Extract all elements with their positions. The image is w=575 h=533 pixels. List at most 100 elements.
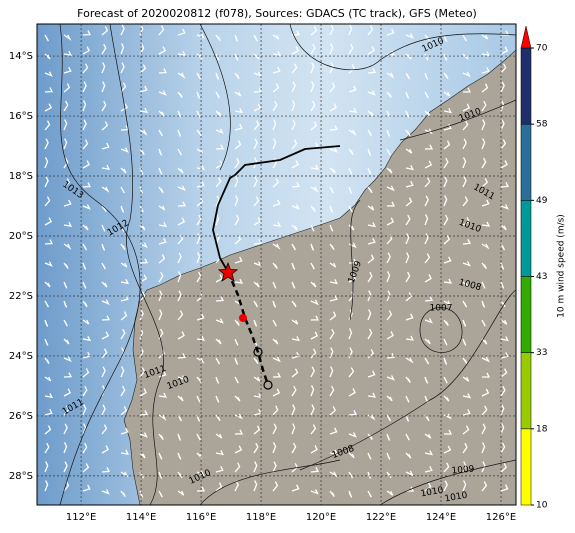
wind-barb bbox=[443, 108, 453, 114]
wind-barb bbox=[405, 233, 410, 245]
wind-barb bbox=[177, 167, 184, 174]
wind-barb bbox=[253, 461, 258, 473]
wind-barb bbox=[405, 292, 413, 302]
wind-barb bbox=[44, 392, 54, 399]
wind-barb bbox=[424, 177, 431, 188]
wind-barb bbox=[386, 201, 396, 207]
wind-barb bbox=[272, 372, 282, 378]
wind-barb bbox=[291, 63, 298, 74]
wind-barb bbox=[158, 328, 164, 340]
wind-barb bbox=[101, 43, 107, 55]
wind-barb bbox=[291, 160, 299, 169]
wind-barb bbox=[386, 395, 393, 402]
wind-barb bbox=[367, 25, 374, 36]
wind-barb bbox=[500, 182, 509, 188]
wind-barb bbox=[500, 204, 509, 210]
wind-barb bbox=[367, 290, 372, 302]
wind-barb bbox=[310, 385, 315, 397]
wind-barb bbox=[291, 139, 298, 150]
wind-barb bbox=[424, 395, 429, 403]
wind-barb bbox=[177, 395, 184, 402]
wind-barb bbox=[443, 278, 453, 284]
wind-barb bbox=[291, 81, 296, 93]
wind-barb bbox=[120, 366, 125, 378]
wind-barb bbox=[63, 100, 69, 112]
wind-barb bbox=[272, 423, 277, 435]
wind-barb bbox=[462, 34, 467, 42]
wind-barb bbox=[462, 157, 467, 169]
wind-barb bbox=[253, 376, 261, 382]
wind-barb bbox=[405, 414, 410, 422]
wind-barb bbox=[348, 64, 356, 74]
wind-barb bbox=[500, 462, 507, 473]
wind-barb bbox=[63, 50, 73, 57]
wind-barb bbox=[101, 224, 106, 232]
wind-barb bbox=[272, 138, 277, 150]
wind-barb bbox=[310, 366, 315, 378]
wind-barb bbox=[462, 376, 470, 382]
wind-barb bbox=[272, 405, 279, 416]
wind-barb bbox=[329, 328, 335, 340]
lon-label: 122°E bbox=[366, 512, 396, 523]
wind-barb bbox=[158, 290, 163, 302]
wind-barb bbox=[234, 462, 241, 473]
wind-barb bbox=[215, 144, 225, 150]
wind-barb bbox=[424, 253, 431, 264]
wind-barb bbox=[462, 138, 467, 150]
wind-barb bbox=[481, 461, 486, 473]
wind-barb bbox=[386, 185, 395, 192]
wind-barb bbox=[253, 103, 262, 112]
wind-barb bbox=[462, 480, 467, 492]
isobar-label: 1009 bbox=[451, 464, 475, 476]
wind-barb bbox=[405, 129, 411, 137]
wind-barb bbox=[234, 395, 241, 402]
wind-barb bbox=[101, 489, 110, 495]
wind-barb bbox=[63, 221, 73, 227]
wind-barb bbox=[348, 205, 353, 213]
wind-barb bbox=[310, 299, 319, 306]
wind-barb bbox=[177, 129, 182, 137]
wind-barb bbox=[405, 335, 415, 341]
wind-barb bbox=[177, 310, 184, 321]
wind-barb bbox=[443, 338, 448, 346]
wind-barb bbox=[120, 103, 128, 112]
wind-barb bbox=[500, 63, 507, 74]
colorbar-tick-label: 43 bbox=[536, 272, 547, 282]
wind-barb bbox=[215, 296, 224, 302]
wind-barb bbox=[424, 450, 434, 456]
wind-barb bbox=[63, 199, 72, 207]
wind-barb bbox=[481, 356, 490, 363]
wind-barb bbox=[291, 30, 301, 36]
wind-barb bbox=[44, 319, 49, 327]
wind-barb bbox=[101, 467, 110, 473]
wind-barb bbox=[196, 335, 206, 341]
wind-barb bbox=[386, 310, 393, 321]
wind-barb bbox=[44, 138, 49, 150]
map-area: 1010101010131012101110101009100810071011… bbox=[37, 24, 516, 505]
wind-barb bbox=[101, 26, 109, 36]
wind-barb bbox=[272, 157, 278, 169]
wind-barb bbox=[424, 338, 431, 345]
wind-barb bbox=[500, 352, 509, 359]
wind-barb bbox=[462, 176, 467, 188]
wind-barb bbox=[348, 167, 353, 175]
wind-barb bbox=[253, 71, 262, 78]
wind-barb bbox=[329, 147, 338, 153]
wind-barb bbox=[443, 319, 449, 326]
wind-barb bbox=[272, 34, 280, 40]
wind-barb bbox=[424, 376, 429, 384]
wind-barb bbox=[63, 388, 72, 397]
wind-barb bbox=[329, 125, 338, 131]
wind-barb bbox=[253, 239, 262, 245]
wind-barb bbox=[215, 414, 221, 422]
wind-barb bbox=[443, 256, 452, 264]
wind-barb bbox=[462, 239, 471, 245]
wind-barb bbox=[120, 186, 125, 194]
wind-barb bbox=[386, 290, 391, 302]
wind-barb bbox=[272, 221, 282, 227]
wind-barb bbox=[120, 24, 125, 36]
wind-barb bbox=[63, 66, 72, 74]
wind-barb bbox=[139, 167, 144, 175]
wind-barb bbox=[101, 348, 108, 359]
